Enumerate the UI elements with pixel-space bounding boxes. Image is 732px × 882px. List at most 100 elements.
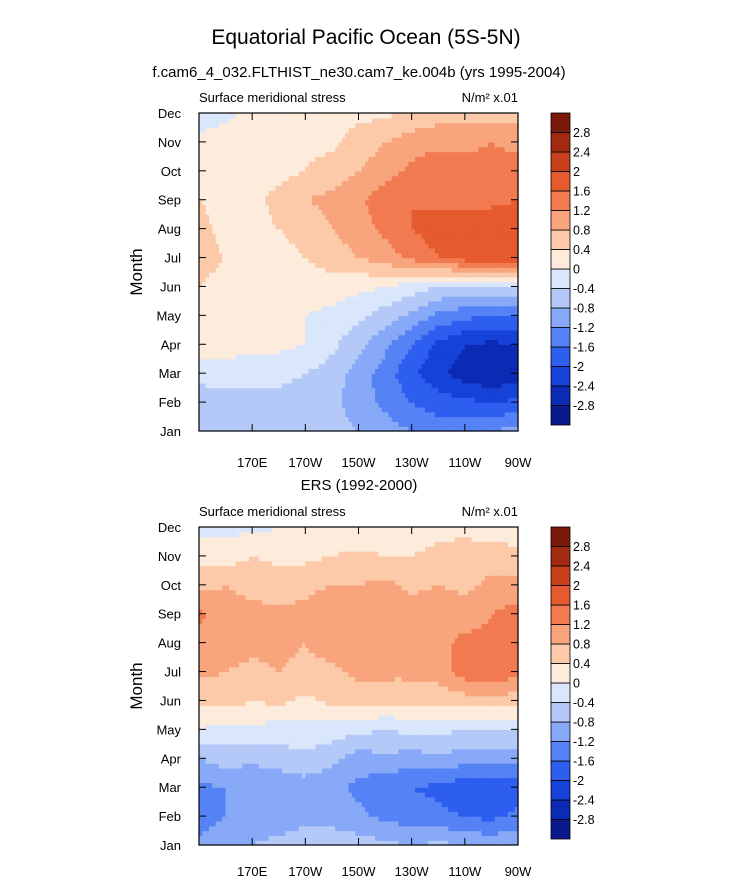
heatmap-cell: [255, 421, 260, 427]
heatmap-cell: [398, 397, 403, 403]
heatmap-cell: [225, 426, 230, 432]
heatmap-cell: [355, 358, 360, 365]
heatmap-cell: [508, 402, 512, 408]
heatmap-cell: [504, 387, 509, 394]
heatmap-cell: [434, 368, 439, 374]
heatmap-cell: [308, 358, 313, 365]
heatmap-cell: [391, 421, 396, 427]
heatmap-cell: [365, 358, 370, 365]
heatmap-cell: [464, 358, 469, 365]
heatmap-cell: [408, 406, 413, 413]
heatmap-cell: [511, 416, 516, 422]
heatmap-cell: [484, 368, 489, 374]
heatmap-cell: [348, 387, 353, 394]
heatmap-cell: [238, 421, 243, 427]
panel-top: f.cam6_4_032.FLTHIST_ne30.cam7_ke.004b (…: [127, 64, 595, 470]
heatmap-cell: [202, 387, 207, 394]
heatmap-cell: [398, 358, 403, 365]
heatmap-cell: [368, 406, 373, 413]
heatmap-cell: [268, 353, 273, 360]
heatmap-cell: [351, 353, 356, 360]
heatmap-cell: [424, 426, 429, 432]
heatmap-cell: [501, 406, 506, 413]
heatmap-cell: [408, 416, 413, 422]
heatmap-cell: [398, 387, 403, 394]
heatmap-cell: [315, 421, 320, 427]
heatmap-cell: [328, 368, 333, 374]
heatmap-cell: [282, 358, 286, 365]
heatmap-cell: [431, 353, 436, 360]
heatmap-cell: [285, 411, 290, 418]
heatmap-cell: [278, 363, 283, 369]
heatmap-cell: [208, 406, 213, 413]
heatmap-cell: [292, 416, 296, 422]
heatmap-cell: [514, 397, 519, 403]
heatmap-cell: [414, 397, 419, 403]
heatmap-cell: [361, 358, 366, 365]
heatmap-cell: [218, 426, 223, 432]
heatmap-cell: [265, 358, 270, 365]
heatmap-cell: [381, 416, 386, 422]
heatmap-cell: [351, 358, 356, 365]
heatmap-cell: [268, 406, 273, 413]
heatmap-cell: [328, 416, 333, 422]
heatmap-cell: [318, 387, 323, 394]
heatmap-cell: [401, 392, 406, 398]
heatmap-cell: [298, 406, 303, 413]
heatmap-cell: [311, 406, 316, 413]
heatmap-cell: [228, 402, 233, 408]
heatmap-cell: [358, 392, 363, 398]
heatmap-cell: [335, 387, 340, 394]
heatmap-cell: [282, 382, 286, 389]
heatmap-cell: [365, 411, 370, 418]
heatmap-cell: [511, 378, 516, 384]
heatmap-cell: [318, 392, 323, 398]
heatmap-cell: [218, 402, 223, 408]
heatmap-cell: [514, 373, 519, 379]
heatmap-cell: [292, 349, 296, 355]
heatmap-cell: [215, 402, 220, 408]
heatmap-cell: [205, 426, 210, 432]
heatmap-cell: [464, 402, 469, 408]
heatmap-cell: [504, 406, 509, 413]
heatmap-cell: [242, 349, 247, 355]
heatmap-cell: [232, 406, 237, 413]
heatmap-cell: [395, 363, 399, 369]
heatmap-cell: [275, 421, 280, 427]
heatmap-cell: [205, 421, 210, 427]
heatmap-cell: [385, 363, 389, 369]
heatmap-cell: [504, 363, 509, 369]
heatmap-cell: [448, 358, 453, 365]
heatmap-cell: [205, 402, 210, 408]
heatmap-cell: [488, 411, 493, 418]
heatmap-cell: [265, 368, 270, 374]
heatmap-cell: [255, 387, 260, 394]
heatmap-cell: [368, 402, 373, 408]
heatmap-cell: [238, 411, 243, 418]
heatmap-cell: [245, 397, 250, 403]
heatmap-cell: [358, 387, 363, 394]
heatmap-cell: [325, 373, 330, 379]
heatmap-cell: [215, 392, 220, 398]
heatmap-cell: [252, 382, 257, 389]
heatmap-cell: [252, 392, 257, 398]
heatmap-cell: [248, 373, 253, 379]
heatmap-cell: [272, 392, 277, 398]
heatmap-cell: [288, 363, 293, 369]
heatmap-cell: [484, 426, 489, 432]
heatmap-cell: [335, 426, 340, 432]
heatmap-cell: [411, 416, 416, 422]
heatmap-cell: [405, 397, 409, 403]
heatmap-cell: [321, 426, 326, 432]
heatmap-cell: [265, 387, 270, 394]
heatmap-cell: [318, 358, 323, 365]
heatmap-cell: [308, 368, 313, 374]
heatmap-cell: [498, 397, 502, 403]
heatmap-cell: [258, 382, 263, 389]
heatmap-cell: [262, 387, 267, 394]
heatmap-cell: [335, 368, 340, 374]
heatmap-cell: [199, 392, 203, 398]
heatmap-cell: [371, 421, 376, 427]
heatmap-cell: [335, 349, 340, 355]
heatmap-cell: [385, 416, 389, 422]
